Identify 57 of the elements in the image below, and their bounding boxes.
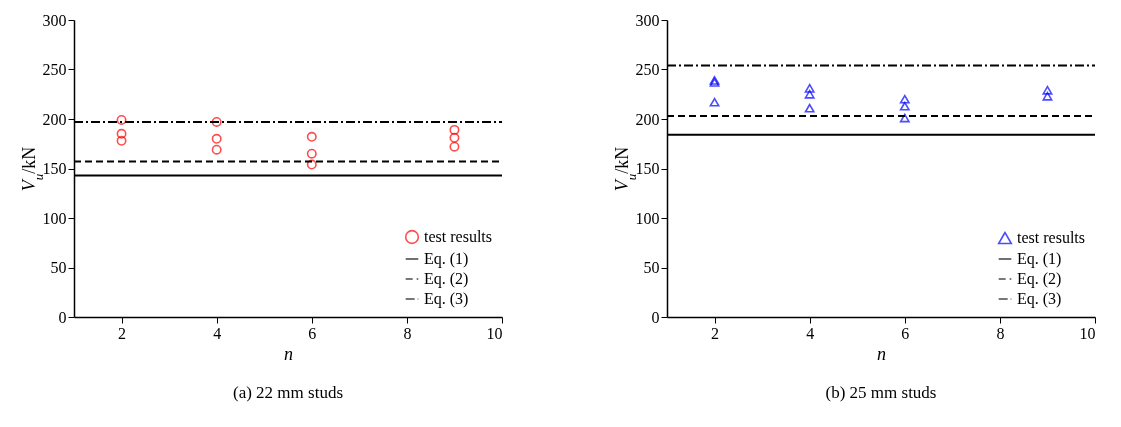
point <box>449 132 460 143</box>
y-tick-label: 200 <box>635 110 660 128</box>
point <box>211 133 222 144</box>
text: (b) 25 mm studs <box>825 383 937 402</box>
point <box>899 94 910 104</box>
y-tick-label: 0 <box>58 308 67 326</box>
y-tick-label: 300 <box>635 11 660 29</box>
x-tick-label: 4 <box>213 324 222 342</box>
x-tick-label: 8 <box>403 324 412 342</box>
legend-label: test results <box>424 228 492 245</box>
x-tick-label: 10 <box>486 324 503 342</box>
y-tick-label: 150 <box>635 160 660 177</box>
x-tick-label: 2 <box>118 324 127 342</box>
y-tick-label: 50 <box>643 259 660 276</box>
point <box>211 144 222 155</box>
x-tick-label: 8 <box>996 324 1005 342</box>
x-axis-title: n <box>284 343 293 364</box>
point <box>116 128 127 139</box>
text: (a) 22 mm studs <box>232 383 344 402</box>
point <box>899 113 910 123</box>
y-tick-label: 100 <box>42 209 67 227</box>
x-tick-label: 6 <box>308 324 317 342</box>
y-tick-label: 100 <box>635 209 660 227</box>
y-tick-label: 250 <box>42 61 67 78</box>
legend-label: Eq. (1) <box>424 250 469 268</box>
point <box>709 97 720 107</box>
point <box>804 89 815 99</box>
legend-label: test results <box>1017 229 1085 246</box>
point <box>804 103 815 113</box>
legend-label: Eq. (1) <box>1017 250 1062 268</box>
y-tick-label: 200 <box>42 110 67 128</box>
point <box>449 141 460 152</box>
x-axis-title: n <box>877 343 886 364</box>
legend-label: Eq. (2) <box>424 270 469 288</box>
point <box>306 159 317 170</box>
point <box>306 131 317 142</box>
point <box>116 115 127 125</box>
x-tick-label: 2 <box>711 324 720 342</box>
point <box>449 124 460 135</box>
y-tick-label: 150 <box>42 160 67 177</box>
point <box>1042 91 1053 101</box>
x-tick-label: 4 <box>806 324 815 342</box>
y-tick-label: 50 <box>50 259 67 276</box>
x-tick-label: 10 <box>1079 324 1096 342</box>
x-tick-label: 6 <box>901 324 910 342</box>
legend-label: Eq. (2) <box>1017 270 1062 288</box>
legend-label: Eq. (3) <box>1017 290 1062 308</box>
y-tick-label: 250 <box>635 61 660 78</box>
point <box>899 101 910 111</box>
y-tick-label: 300 <box>42 11 67 29</box>
point <box>116 135 127 146</box>
point <box>1042 85 1053 95</box>
y-tick-label: 0 <box>651 308 660 326</box>
point <box>211 117 222 127</box>
legend-label: Eq. (3) <box>424 290 469 308</box>
point <box>804 83 815 93</box>
point <box>306 148 317 159</box>
